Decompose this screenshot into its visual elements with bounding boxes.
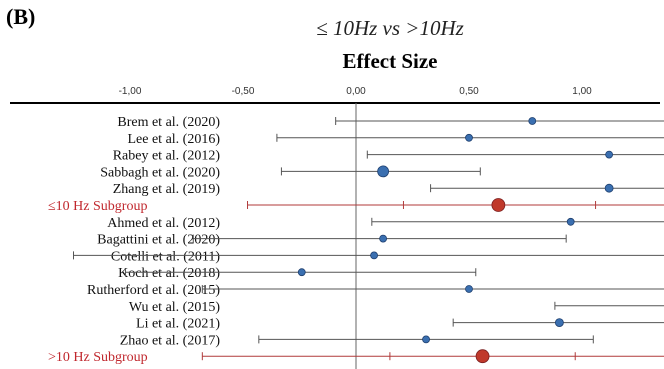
study-label: Zhao et al. (2017) xyxy=(120,333,221,348)
study-row: Bagattini et al. (2020) xyxy=(97,233,567,248)
study-row: Brem et al. (2020) xyxy=(117,115,664,130)
study-row: Rabey et al. (2012) xyxy=(113,149,664,164)
study-label: Sabbagh et al. (2020) xyxy=(100,165,220,180)
study-row: Cotelli et al. (2011) xyxy=(73,249,664,264)
forest-rows: Brem et al. (2020) Lee et al. (2016) Rabey… xyxy=(48,115,664,365)
study-label: Zhang et al. (2019) xyxy=(113,182,221,197)
effect-size-marker xyxy=(422,335,430,344)
study-label: Ahmed et al. (2012) xyxy=(107,216,220,231)
subgroup-label: ≤10 Hz Subgroup xyxy=(48,199,147,214)
effect-size-marker xyxy=(370,251,378,260)
study-label: Rutherford et al. (2015) xyxy=(87,283,220,298)
subgroup-row: >10 Hz Subgroup xyxy=(48,349,664,365)
effect-size-marker xyxy=(566,217,575,226)
effect-size-marker xyxy=(605,150,614,159)
study-label: Wu et al. (2015) xyxy=(129,300,221,315)
study-row: Koch et al. (2018) xyxy=(118,266,477,281)
chart-title: Effect Size xyxy=(342,49,438,73)
effect-size-marker xyxy=(465,285,473,293)
study-label: Bagattini et al. (2020) xyxy=(97,233,220,248)
study-row: Zhang et al. (2019) xyxy=(113,182,664,197)
study-row: Wu et al. (2015) xyxy=(129,300,664,315)
x-tick-label: 1,00 xyxy=(572,86,592,97)
study-label: Lee et al. (2016) xyxy=(127,132,220,147)
effect-size-marker xyxy=(297,268,306,277)
study-row: Li et al. (2021) xyxy=(136,317,664,332)
effect-size-marker xyxy=(377,165,390,178)
x-tick-label: -0,50 xyxy=(232,86,255,97)
effect-size-marker xyxy=(604,183,614,193)
study-row: Lee et al. (2016) xyxy=(127,132,664,147)
subgroup-effect-marker xyxy=(491,198,506,212)
subgroup-row: ≤10 Hz Subgroup xyxy=(48,198,664,214)
study-row: Ahmed et al. (2012) xyxy=(107,216,664,231)
study-row: Rutherford et al. (2015) xyxy=(87,283,664,298)
study-label: Koch et al. (2018) xyxy=(118,266,220,281)
study-label: Li et al. (2021) xyxy=(136,317,220,332)
study-label: Brem et al. (2020) xyxy=(117,115,220,130)
x-tick-label: 0,00 xyxy=(346,86,366,97)
study-row: Zhao et al. (2017) xyxy=(120,333,594,348)
study-label: Cotelli et al. (2011) xyxy=(111,249,220,264)
effect-size-marker xyxy=(465,133,473,142)
effect-size-marker xyxy=(379,234,388,243)
effect-size-marker xyxy=(555,318,564,328)
x-tick-label: -1,00 xyxy=(119,86,142,97)
study-row: Sabbagh et al. (2020) xyxy=(100,165,481,180)
subgroup-label: >10 Hz Subgroup xyxy=(48,350,148,365)
study-label: Rabey et al. (2012) xyxy=(113,149,221,164)
x-tick-label: 0,50 xyxy=(459,86,479,97)
x-axis: -1,00-0,500,000,501,001,502,002,50 xyxy=(10,86,660,369)
effect-size-marker xyxy=(528,117,537,125)
panel-label: (B) xyxy=(6,4,36,29)
chart-subtitle: ≤ 10Hz vs >10Hz xyxy=(316,16,464,40)
subgroup-effect-marker xyxy=(475,349,490,364)
